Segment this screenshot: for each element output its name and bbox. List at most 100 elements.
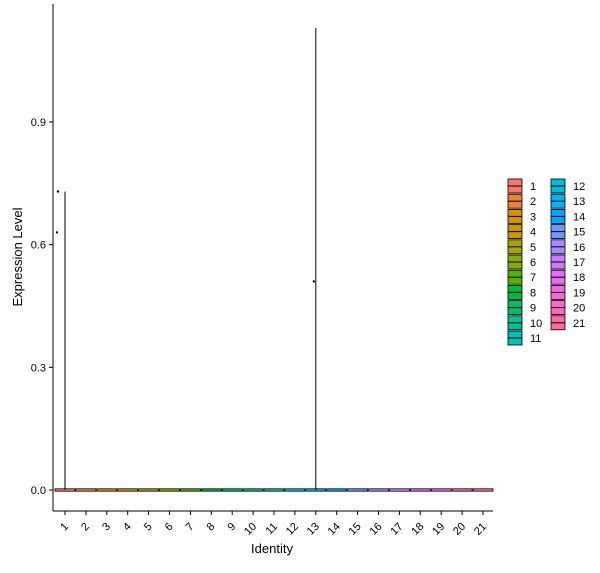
data-point [56,190,60,193]
violin-6 [159,488,180,492]
legend-label: 7 [530,272,536,284]
violin-body [117,488,139,492]
violin-body [263,488,285,492]
violin-7 [179,488,201,492]
violin-body [138,488,160,492]
x-tick-label: 1 [58,521,71,534]
y-tick-label: 0.3 [31,362,46,374]
legend-item: 18 [550,269,585,285]
violin-19 [430,488,452,492]
violin-2 [75,488,97,492]
x-tick-label: 14 [326,521,343,538]
legend-item: 14 [550,208,585,224]
legend-item: 19 [550,284,585,300]
x-tick-label: 12 [284,521,301,538]
legend-label: 20 [573,303,585,315]
violin-body [368,488,389,492]
violin-body [75,488,97,492]
x-tick-label: 10 [242,521,259,538]
legend-item: 3 [507,208,536,224]
legend-item: 4 [507,224,536,240]
violin-18 [409,488,431,492]
legend-label: 17 [573,257,585,269]
y-tick-label: 0.9 [31,117,46,129]
x-tick-label: 15 [347,521,364,538]
legend-item: 12 [550,178,585,194]
legend-label: 18 [573,272,585,284]
legend-label: 6 [530,257,536,269]
x-tick-label: 11 [264,521,281,538]
legend-item: 10 [507,315,542,331]
x-ticks: 1 2 3 4 5 6 7 8 9 10 11 12 13 14 15 16 17 18 19 20 21 [58,511,489,538]
violin-body [409,488,431,492]
violin-17 [388,488,410,492]
violin-body [242,488,264,492]
violin-11 [263,488,285,492]
violin-14 [326,488,348,492]
violin-9 [221,488,243,492]
legend-label: 11 [530,333,541,345]
legend-label: 15 [573,227,585,239]
violin-10 [242,488,264,492]
legend-label: 9 [530,303,536,315]
legend-item: 15 [550,224,585,240]
x-tick-label: 5 [142,521,155,534]
violin-body [96,488,118,492]
violin-13 [305,27,327,492]
violin-body [200,488,222,492]
x-tick-label: 2 [79,521,92,534]
x-tick-label: 8 [205,521,218,534]
legend-label: 8 [530,287,536,299]
violins [54,27,494,492]
violin-body [159,488,180,492]
x-tick-label: 19 [430,521,447,538]
legend-item: 17 [550,254,585,270]
violin-4 [117,488,139,492]
violin-body [388,488,410,492]
legend-item: 7 [507,269,536,285]
legend-item: 5 [507,239,536,255]
violin-body [221,488,243,492]
legend-label: 1 [530,181,536,193]
violin-12 [284,488,306,492]
violin-20 [451,488,473,492]
legend-item: 16 [550,239,585,255]
x-tick-label: 16 [367,521,384,538]
y-tick-label: 0.6 [31,240,46,252]
violin-15 [347,488,369,492]
legend-item: 1 [507,178,536,194]
legend-item: 11 [507,330,541,346]
violin-body [326,488,348,492]
legend-label: 10 [530,318,542,330]
legend-item: 13 [550,193,585,209]
x-tick-label: 17 [388,521,405,538]
x-tick-label: 18 [409,521,426,538]
legend-label: 3 [530,211,536,223]
violin-body [284,488,306,492]
x-tick-label: 6 [163,521,176,534]
legend-label: 2 [530,196,536,208]
violin-5 [138,488,160,492]
y-tick-label: 0.0 [31,485,46,497]
legend-item: 9 [507,300,536,316]
legend-label: 21 [573,318,585,330]
x-tick-label: 21 [472,521,489,538]
legend-label: 14 [573,211,585,223]
legend-item: 21 [550,315,585,331]
legend-label: 13 [573,196,585,208]
y-ticks: 0.0 0.3 0.6 0.9 [31,117,53,497]
x-tick-label: 9 [226,521,239,534]
legend-item: 2 [507,193,536,209]
legend-item: 20 [550,300,585,316]
violin-21 [472,488,494,492]
violin-body [347,488,369,492]
x-tick-label: 13 [305,521,322,538]
legend-label: 4 [530,227,536,239]
legend-label: 19 [573,287,585,299]
legend-item: 6 [507,254,536,270]
violin-8 [200,488,222,492]
legend-item: 8 [507,284,536,300]
x-tick-label: 20 [451,521,468,538]
